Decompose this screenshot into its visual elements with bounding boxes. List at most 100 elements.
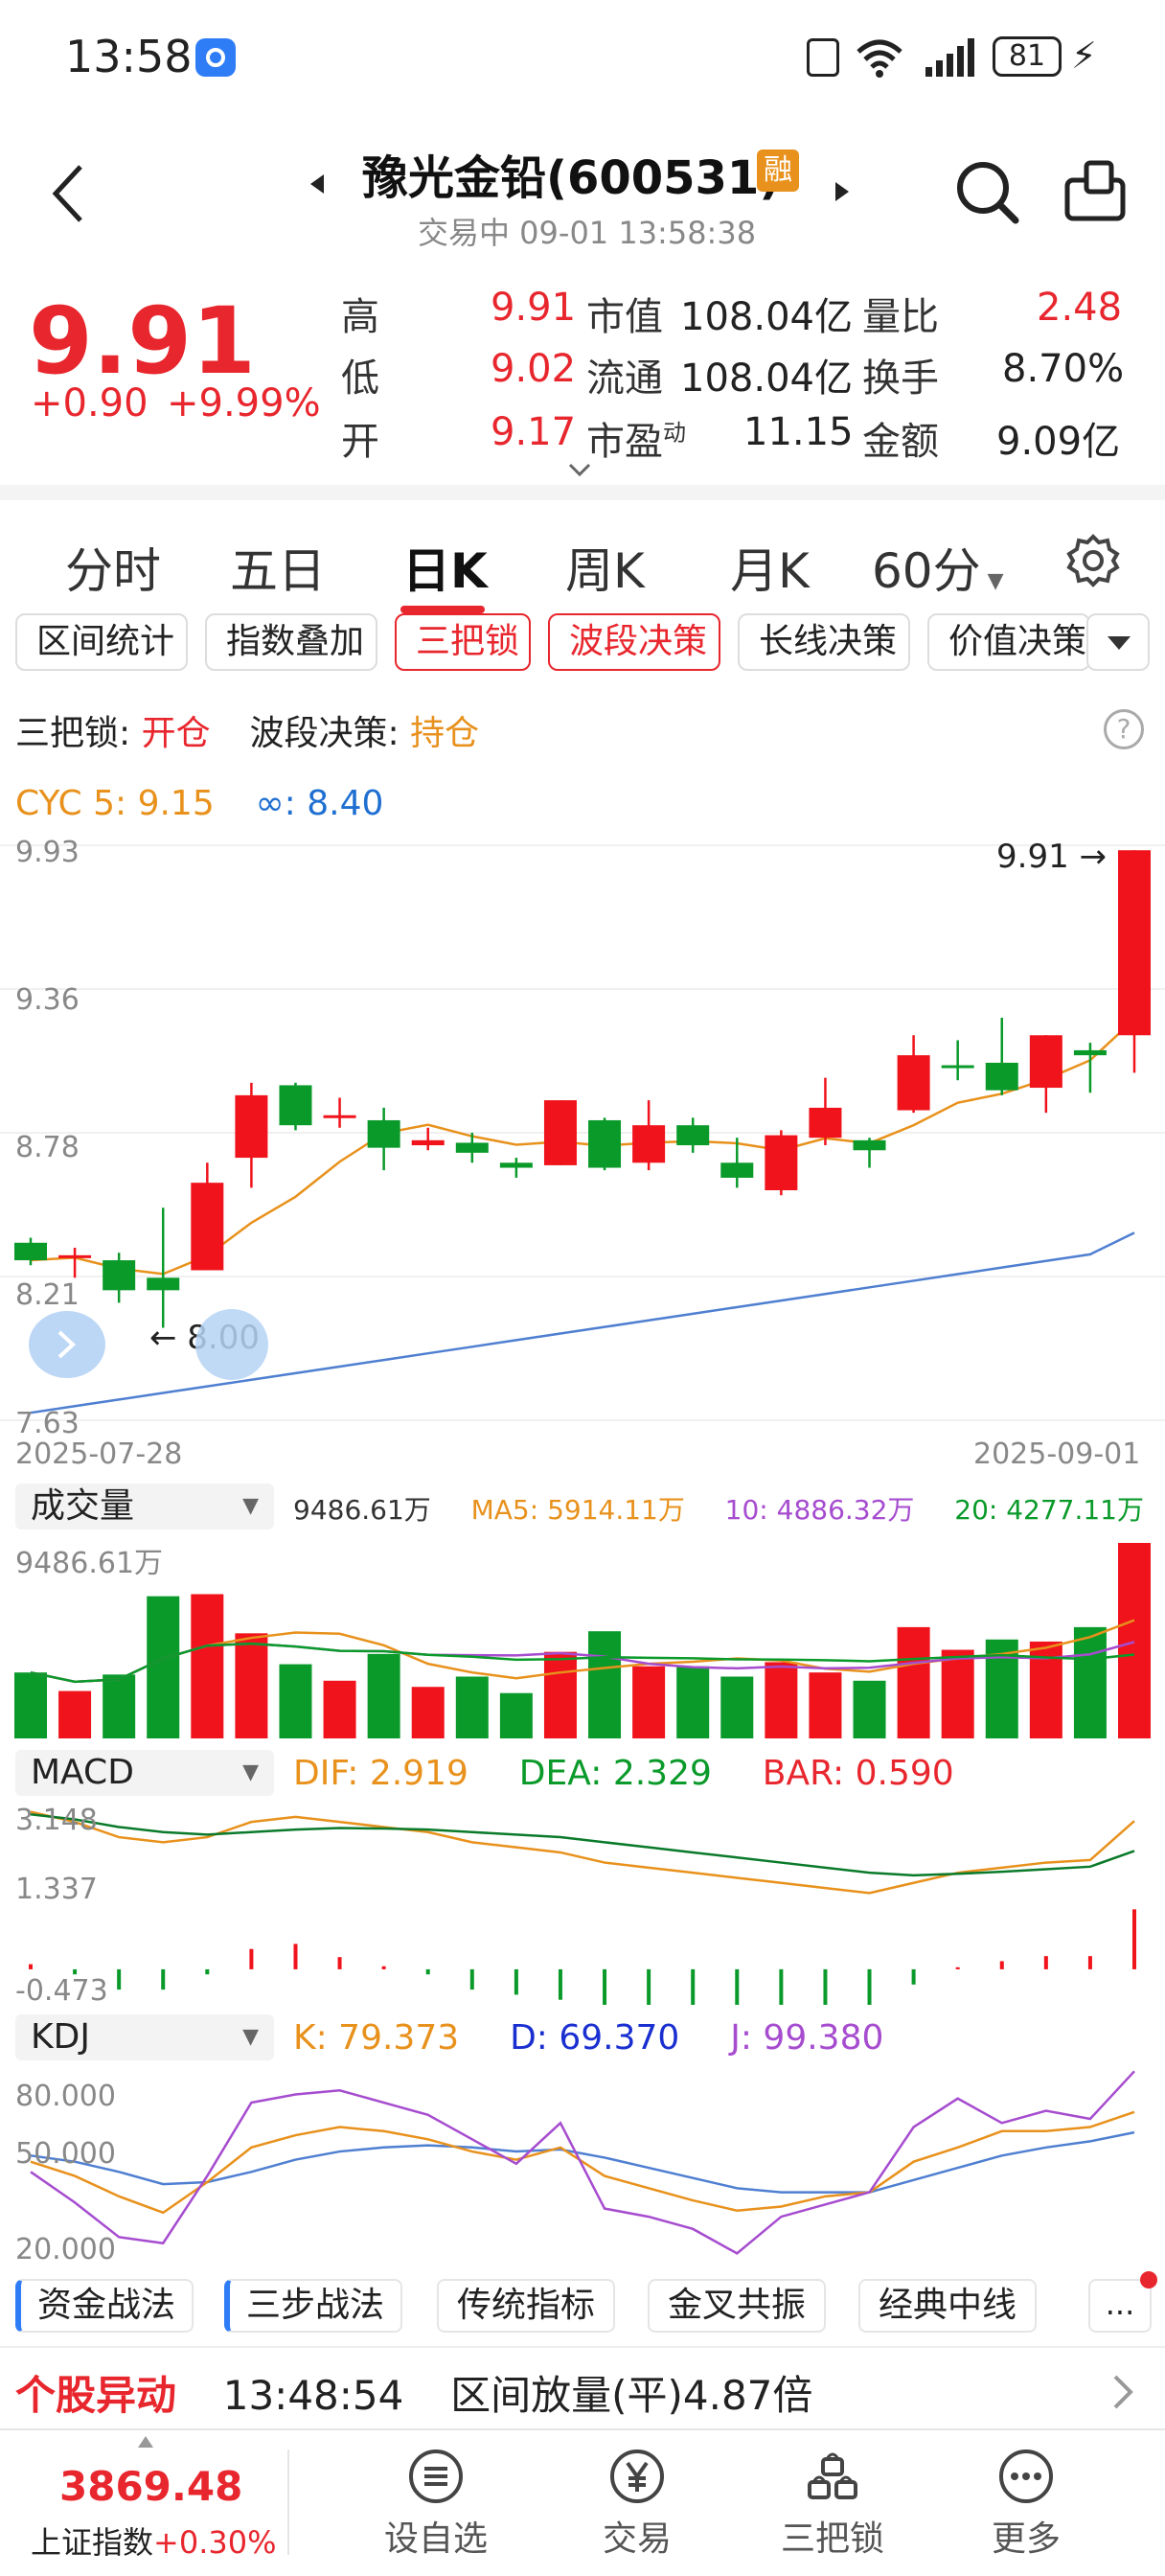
cyc5-value: CYC 5: 9.15 (15, 784, 215, 823)
macd-selector[interactable]: MACD ▼ (15, 1750, 274, 1796)
app-notification-icon (195, 38, 236, 77)
tab-weekly-k[interactable]: 周K (565, 543, 645, 599)
nav-trade[interactable]: 交易 (565, 2448, 709, 2563)
tool-long-term-decision[interactable]: 长线决策 (738, 613, 910, 671)
prev-stock-icon[interactable] (310, 174, 324, 194)
index-value[interactable]: 3869.48 (59, 2463, 243, 2510)
tab-active-indicator (400, 606, 485, 613)
tool-more-dropdown[interactable] (1086, 613, 1150, 671)
status-time: 13:58 (65, 31, 193, 82)
alert-divider (0, 2346, 1165, 2348)
candle-body (411, 1139, 445, 1146)
volume-chart[interactable] (0, 1537, 1165, 1740)
help-icon[interactable]: ? (1104, 709, 1144, 749)
wifi-icon (857, 39, 902, 78)
strategy-tab-more[interactable]: ... (1088, 2271, 1157, 2333)
strategy-tab-midline-label: 经典中线 (878, 2286, 1017, 2325)
nav-divider (0, 2428, 1165, 2430)
tab-60min[interactable]: 60分 ▼ (872, 533, 1004, 602)
section-divider (0, 485, 1165, 500)
ytick-2: 9.36 (15, 983, 80, 1017)
stat-amount-value: 9.09亿 (996, 420, 1121, 464)
cyc-inf-value: ∞: 8.40 (255, 784, 384, 823)
kline-chart[interactable] (0, 836, 1165, 1430)
macd-chart[interactable] (0, 1802, 1165, 2005)
stat-high-value: 9.91 (491, 286, 577, 330)
tool-index-overlay[interactable]: 指数叠加 (205, 613, 377, 671)
screenshot-float-button[interactable] (195, 1309, 268, 1380)
tool-value-decision[interactable]: 价值决策 (927, 613, 1090, 671)
macd-dea-line (30, 1812, 1135, 1877)
chevron-right-icon[interactable] (1111, 2373, 1134, 2411)
volume-ma5: MA5: 5914.11万 (470, 1494, 685, 1526)
index-info[interactable]: 上证指数+0.30% (31, 2518, 276, 2563)
nfc-icon (807, 38, 839, 77)
more-dots-icon (999, 2450, 1053, 2503)
kdj-chart[interactable] (0, 2066, 1165, 2267)
landscape-icon[interactable] (1063, 159, 1127, 222)
strategy-tab-midline[interactable]: 经典中线 (858, 2279, 1037, 2333)
strategy-tab-traditional-label: 传统指标 (456, 2286, 595, 2325)
candle-body (323, 1115, 356, 1118)
tool-band-decision[interactable]: 波段决策 (548, 613, 720, 671)
volume-selector[interactable]: 成交量 ▼ (15, 1484, 274, 1530)
volume-bar (543, 1651, 577, 1738)
macd-dif-line (30, 1810, 1135, 1895)
index-up-arrow-icon (138, 2436, 153, 2448)
strategy-tab-three-step[interactable]: 三步战法 (224, 2279, 402, 2333)
candle-body (588, 1119, 622, 1168)
stat-float-label: 流通 (586, 356, 663, 401)
chevron-right-icon (57, 1330, 76, 1359)
nav-add-watchlist[interactable]: 设自选 (364, 2448, 508, 2563)
back-icon[interactable] (50, 163, 88, 224)
tab-five-day[interactable]: 五日 (230, 543, 326, 599)
stat-volratio-label: 量比 (862, 295, 939, 339)
next-stock-icon[interactable] (835, 182, 849, 201)
kdj-k-line (30, 2110, 1135, 2215)
stat-amount-label: 金额 (862, 420, 939, 464)
stat-turnover-label: 换手 (862, 356, 939, 401)
strategy-tab-traditional[interactable]: 传统指标 (437, 2279, 615, 2333)
stat-volratio-value: 2.48 (1037, 286, 1123, 330)
tool-range-stats[interactable]: 区间统计 (15, 613, 188, 671)
search-icon[interactable] (954, 159, 1021, 226)
strategy-tab-funds-label: 资金战法 (36, 2286, 175, 2325)
kdj-tick-1: 80.000 (15, 2080, 116, 2113)
ytick-4: 8.21 (15, 1278, 80, 1312)
settings-gear-icon[interactable] (1065, 533, 1121, 588)
index-change: +0.30% (153, 2524, 277, 2561)
candle-body (1073, 1049, 1107, 1056)
volume-ma10: 10: 4886.32万 (724, 1494, 915, 1526)
expand-side-button[interactable] (29, 1311, 105, 1378)
candle-body (58, 1254, 92, 1258)
band-label: 波段决策: (249, 714, 400, 753)
tab-monthly-k[interactable]: 月K (730, 543, 810, 599)
candle-body (941, 1065, 974, 1069)
candle-body (853, 1139, 886, 1151)
volume-bar (455, 1676, 489, 1738)
macd-selector-label: MACD (31, 1753, 134, 1792)
volume-bar (941, 1649, 974, 1738)
tab-daily-k[interactable]: 日K (402, 543, 488, 599)
tab-intraday[interactable]: 分时 (65, 543, 161, 599)
nav-more[interactable]: 更多 (954, 2448, 1098, 2563)
triangle-down-icon (1108, 636, 1131, 650)
macd-tick-1: 3.148 (15, 1804, 98, 1837)
strategy-tab-golden-cross[interactable]: 金叉共振 (648, 2279, 826, 2333)
strategy-tab-golden-cross-label: 金叉共振 (667, 2286, 806, 2325)
volume-bar (191, 1594, 224, 1738)
stat-low-label: 低 (341, 356, 379, 401)
expand-chevron-icon[interactable] (567, 462, 592, 479)
volume-bar (499, 1692, 533, 1738)
nav-three-locks[interactable]: 三把锁 (761, 2448, 904, 2563)
triangle-down-icon: ▼ (242, 2025, 259, 2049)
tool-three-locks[interactable]: 三把锁 (395, 613, 531, 671)
strategy-tab-funds[interactable]: 资金战法 (15, 2279, 194, 2333)
kdj-selector[interactable]: KDJ ▼ (15, 2014, 274, 2060)
volume-ma20: 20: 4277.11万 (954, 1494, 1145, 1526)
volume-bar (14, 1672, 47, 1738)
stock-alert-row[interactable]: 个股异动 13:48:54 区间放量(平)4.87倍 (15, 2363, 812, 2422)
kdj-d-line (30, 2130, 1135, 2194)
price-change-pct: +9.99% (167, 381, 321, 426)
candle-body (676, 1125, 710, 1146)
